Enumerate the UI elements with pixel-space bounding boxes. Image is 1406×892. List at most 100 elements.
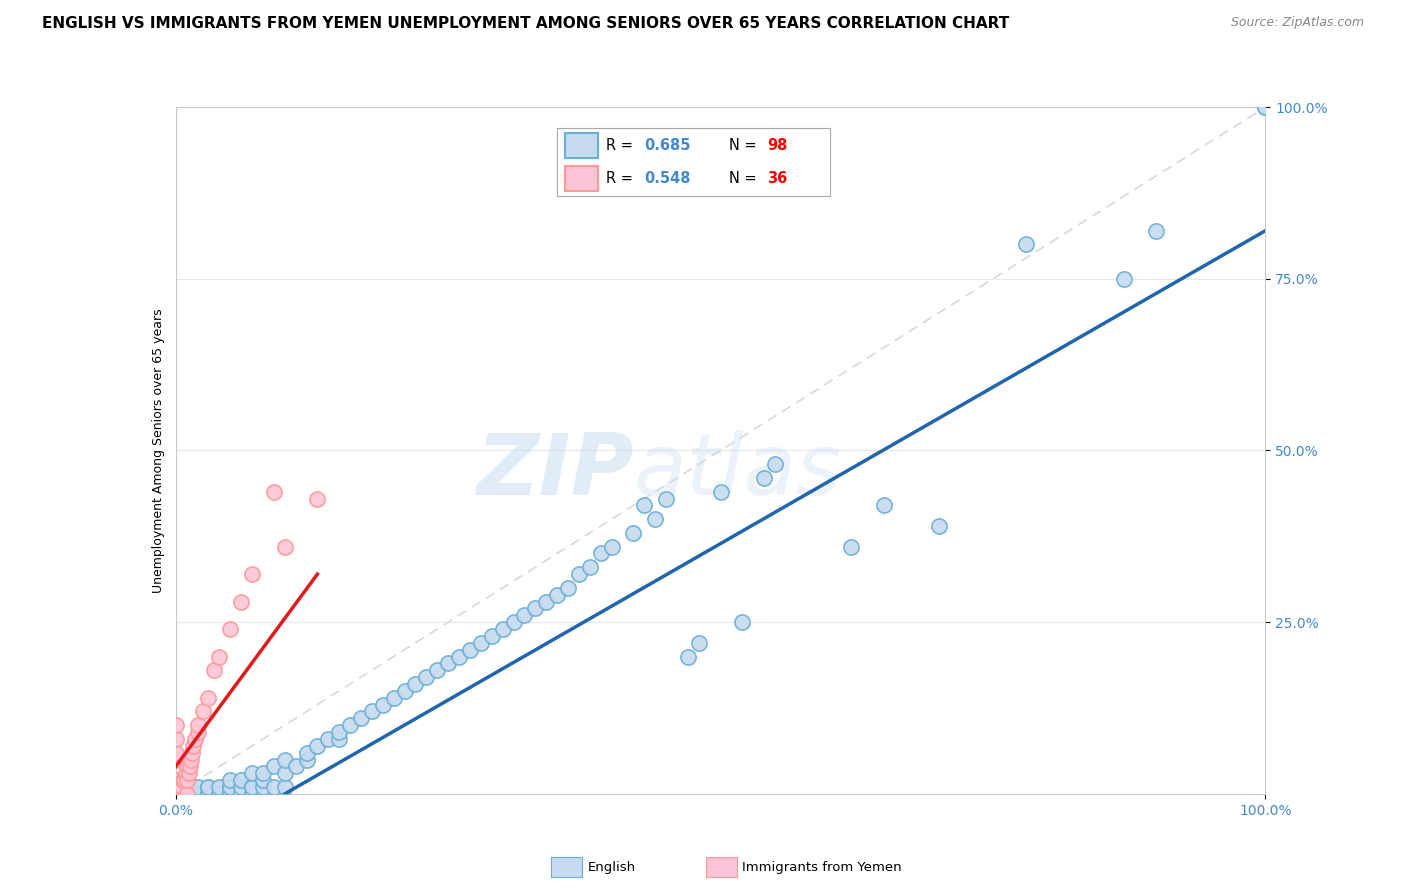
Point	[1254, 100, 1277, 114]
Point	[1254, 100, 1277, 114]
Point	[470, 636, 492, 650]
Point	[219, 787, 242, 801]
Point	[339, 718, 361, 732]
Point	[1144, 224, 1167, 238]
Point	[318, 731, 340, 746]
Point	[589, 546, 612, 561]
Point	[731, 615, 754, 630]
Point	[176, 787, 198, 801]
Point	[492, 622, 515, 636]
Point	[307, 739, 329, 753]
Point	[165, 773, 187, 788]
Point	[165, 773, 187, 788]
Point	[252, 780, 274, 794]
Point	[170, 787, 193, 801]
Point	[240, 780, 263, 794]
Point	[655, 491, 678, 506]
Text: R =: R =	[606, 138, 638, 153]
Text: R =: R =	[606, 171, 638, 186]
Point	[186, 780, 209, 794]
Point	[176, 787, 198, 801]
Point	[284, 759, 307, 773]
Point	[219, 622, 242, 636]
Point	[458, 642, 481, 657]
Point	[172, 773, 194, 788]
Point	[394, 683, 416, 698]
Point	[252, 773, 274, 788]
Point	[633, 499, 655, 513]
Point	[191, 705, 214, 719]
Point	[165, 746, 187, 760]
Text: N =: N =	[728, 138, 761, 153]
Point	[186, 725, 209, 739]
Point	[176, 787, 198, 801]
Point	[676, 649, 699, 664]
Y-axis label: Unemployment Among Seniors over 65 years: Unemployment Among Seniors over 65 years	[152, 308, 165, 593]
Point	[763, 457, 786, 471]
Point	[176, 759, 198, 773]
Point	[328, 731, 350, 746]
Point	[186, 718, 209, 732]
Point	[274, 753, 297, 767]
Point	[208, 787, 231, 801]
Point	[295, 753, 318, 767]
Point	[197, 690, 219, 705]
Point	[240, 787, 263, 801]
Point	[231, 594, 253, 608]
Point	[307, 491, 329, 506]
Point	[184, 731, 207, 746]
Point	[546, 588, 568, 602]
Point	[240, 766, 263, 780]
Text: Source: ZipAtlas.com: Source: ZipAtlas.com	[1230, 16, 1364, 29]
Point	[371, 698, 394, 712]
Point	[165, 787, 187, 801]
Point	[524, 601, 547, 615]
Point	[165, 787, 187, 801]
Point	[1015, 237, 1038, 252]
Point	[165, 787, 187, 801]
Point	[165, 787, 187, 801]
Text: English: English	[588, 861, 636, 873]
Point	[197, 780, 219, 794]
Point	[179, 759, 201, 773]
Point	[197, 787, 219, 801]
Text: ENGLISH VS IMMIGRANTS FROM YEMEN UNEMPLOYMENT AMONG SENIORS OVER 65 YEARS CORREL: ENGLISH VS IMMIGRANTS FROM YEMEN UNEMPLO…	[42, 16, 1010, 31]
Point	[841, 540, 863, 554]
Point	[600, 540, 623, 554]
Point	[165, 787, 187, 801]
Point	[219, 780, 242, 794]
Point	[219, 773, 242, 788]
Point	[231, 773, 253, 788]
Point	[263, 759, 285, 773]
Point	[437, 657, 460, 671]
Point	[173, 773, 195, 788]
Point	[186, 787, 209, 801]
Point	[197, 780, 219, 794]
Point	[219, 780, 242, 794]
Point	[172, 780, 194, 794]
Point	[165, 787, 187, 801]
Point	[928, 519, 950, 533]
Point	[621, 525, 644, 540]
Point	[710, 484, 733, 499]
FancyBboxPatch shape	[565, 166, 598, 191]
Point	[502, 615, 524, 630]
Point	[231, 780, 253, 794]
Point	[165, 787, 187, 801]
Point	[231, 787, 253, 801]
Point	[1112, 271, 1135, 285]
Point	[263, 484, 285, 499]
Point	[165, 753, 187, 767]
Point	[165, 787, 187, 801]
Point	[481, 629, 503, 643]
Point	[208, 780, 231, 794]
Point	[688, 636, 710, 650]
Point	[534, 594, 557, 608]
Point	[754, 471, 776, 485]
Point	[165, 787, 187, 801]
Point	[219, 787, 242, 801]
Point	[165, 787, 187, 801]
Point	[181, 746, 204, 760]
Point	[165, 731, 187, 746]
Text: Immigrants from Yemen: Immigrants from Yemen	[742, 861, 903, 873]
